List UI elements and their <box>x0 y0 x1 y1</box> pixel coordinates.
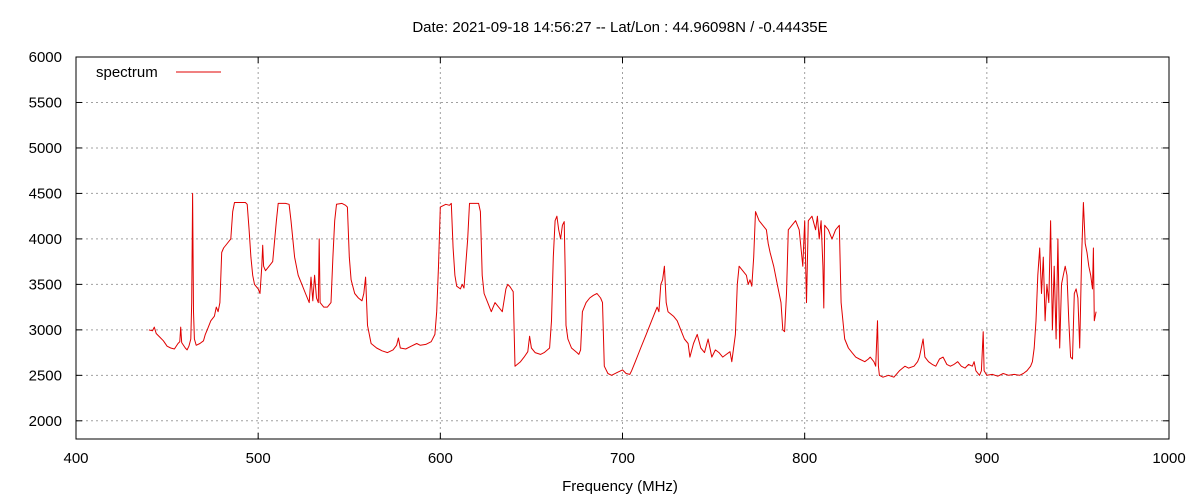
series-line-spectrum <box>148 192 1097 378</box>
y-tick-label: 3500 <box>29 276 62 293</box>
x-axis-label: Frequency (MHz) <box>562 478 678 495</box>
plot-frame <box>75 56 1170 440</box>
ticks-layer: 400 500 600 700 800 900 1000 2000 2500 3000 3500 40… <box>29 49 1186 467</box>
y-tick-label: 2500 <box>29 367 62 384</box>
x-tick-label: 1000 <box>1152 450 1185 467</box>
x-tick-label: 500 <box>246 450 271 467</box>
y-tick-label: 3000 <box>29 322 62 339</box>
x-tick-label: 800 <box>792 450 817 467</box>
x-tick-label: 700 <box>610 450 635 467</box>
x-tick-label: 400 <box>63 450 88 467</box>
y-tick-label: 5000 <box>29 140 62 157</box>
legend: spectrum <box>96 64 221 81</box>
y-tick-label: 4000 <box>29 231 62 248</box>
chart-title: Date: 2021-09-18 14:56:27 -- Lat/Lon : 4… <box>412 19 827 36</box>
legend-label-spectrum: spectrum <box>96 64 158 81</box>
y-tick-label: 4500 <box>29 185 62 202</box>
series-layer <box>148 192 1097 378</box>
y-tick-label: 5500 <box>29 94 62 111</box>
y-tick-label: 2000 <box>29 413 62 430</box>
x-tick-label: 900 <box>974 450 999 467</box>
y-tick-label: 6000 <box>29 49 62 66</box>
grid-layer <box>76 57 1169 439</box>
x-tick-label: 600 <box>428 450 453 467</box>
